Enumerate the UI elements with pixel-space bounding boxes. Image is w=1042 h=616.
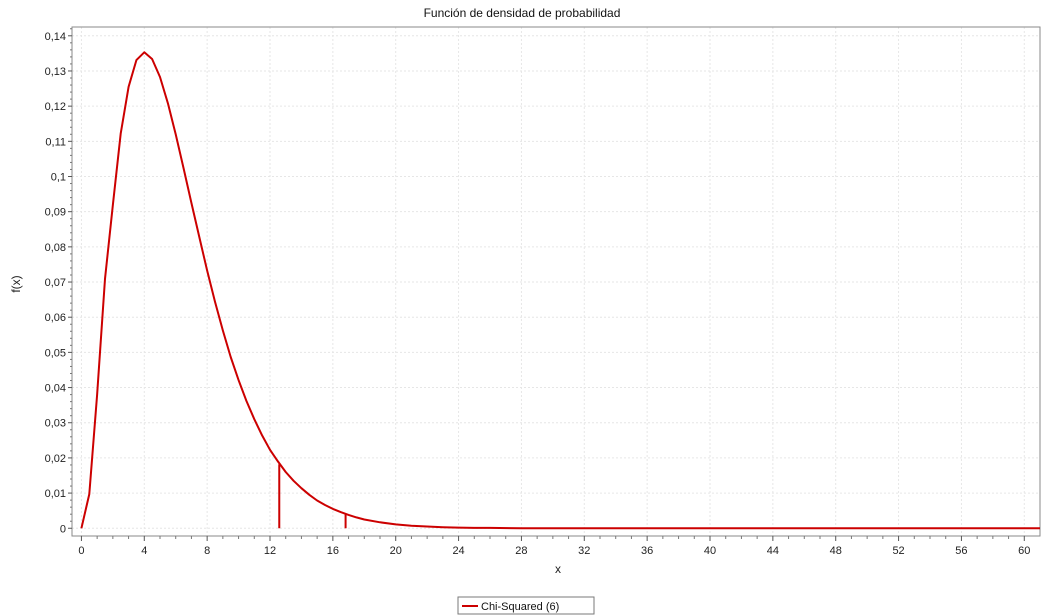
legend-box: [457, 596, 595, 615]
x-tick-label: 36: [641, 545, 653, 557]
legend: Chi-Squared (6): [457, 596, 595, 615]
y-axis-title: f(x): [9, 275, 23, 292]
x-axis-title: x: [555, 562, 561, 576]
y-tick-label: 0,09: [45, 207, 66, 219]
legend-label: Chi-Squared (6): [481, 601, 559, 613]
series-layer: [80, 51, 1040, 530]
x-tick-label: 16: [327, 545, 339, 557]
y-tick-label: 0,11: [45, 136, 66, 148]
x-tick-label: 60: [1018, 545, 1030, 557]
marker-layer: [278, 464, 347, 529]
y-tick-label: 0,14: [45, 31, 66, 43]
axes: 0 0,01 0,02 0,03 0,04 0,05 0,06 0,07 0,08 0,09 0,1…: [45, 28, 1030, 557]
x-tick-label: 28: [515, 545, 527, 557]
y-tick-label: 0,06: [45, 312, 66, 324]
series-line: [80, 51, 1040, 530]
y-tick-label: 0,12: [45, 101, 66, 113]
y-tick-label: 0,01: [45, 488, 66, 500]
x-tick-label: 56: [955, 545, 967, 557]
grid: [72, 27, 1040, 536]
x-tick-label: 24: [452, 545, 464, 557]
x-tick-label: 4: [141, 545, 147, 557]
y-tick-label: 0,1: [51, 171, 66, 183]
y-tick-label: 0,13: [45, 66, 66, 78]
x-tick-label: 32: [578, 545, 590, 557]
x-tick-label: 8: [204, 545, 210, 557]
x-tick-label: 48: [830, 545, 842, 557]
y-tick-label: 0,05: [45, 347, 66, 359]
y-tick-label: 0,04: [45, 383, 66, 395]
x-tick-label: 40: [704, 545, 716, 557]
y-tick-label: 0,08: [45, 242, 66, 254]
x-tick-label: 20: [390, 545, 402, 557]
plot-frame: [71, 26, 1041, 537]
x-tick-label: 44: [767, 545, 779, 557]
x-tick-label: 12: [264, 545, 276, 557]
chart-title: Función de densidad de probabilidad: [424, 6, 621, 20]
y-tick-label: 0,02: [45, 453, 66, 465]
x-tick-label: 0: [78, 545, 84, 557]
y-tick-label: 0: [60, 523, 66, 535]
y-tick-label: 0,07: [45, 277, 66, 289]
x-tick-label: 52: [892, 545, 904, 557]
y-tick-label: 0,03: [45, 418, 66, 430]
